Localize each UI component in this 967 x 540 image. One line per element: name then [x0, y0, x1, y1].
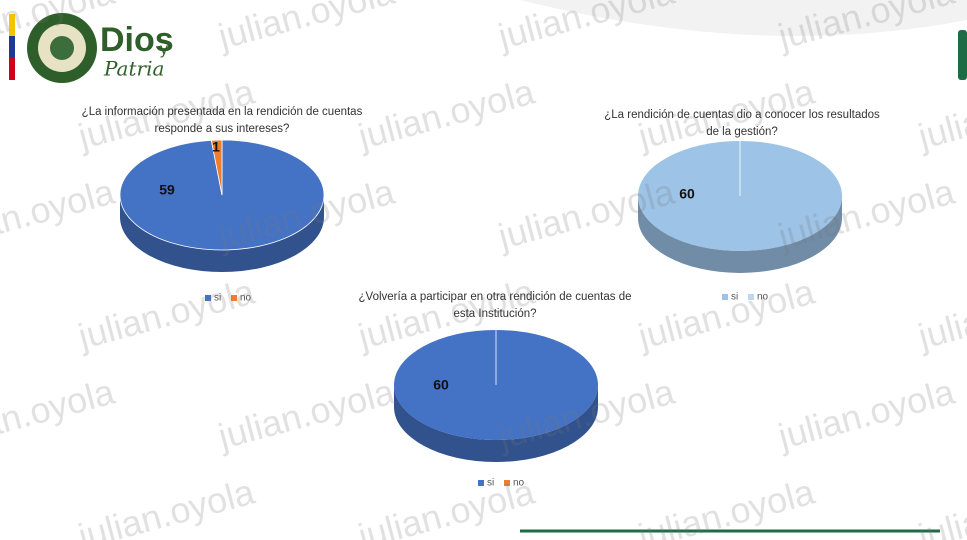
legend-label: no — [513, 478, 525, 489]
motto: Patria — [103, 57, 164, 81]
watermark-text: julian.oyola — [773, 370, 960, 457]
legend-label: no — [757, 292, 769, 303]
legend-swatch — [748, 294, 754, 300]
flag-red — [9, 58, 15, 80]
side-accent — [958, 30, 967, 80]
logo-emblem — [50, 36, 74, 60]
legend-label: si — [731, 292, 738, 303]
watermark-text: julian.oyola — [0, 370, 119, 457]
watermark-text: julian.oyola — [213, 370, 400, 457]
data-label: 60 — [433, 377, 449, 393]
background-swoosh — [520, 0, 967, 36]
pie-side — [120, 195, 324, 272]
pie-side — [638, 196, 842, 273]
watermark-text: julian.oyola — [633, 270, 820, 357]
legend-swatch — [504, 480, 510, 486]
chart-title: ¿Volvería a participar en otra rendición… — [358, 291, 632, 320]
watermark-text: julian.oyola — [353, 70, 540, 157]
brand: Dios — [100, 21, 174, 59]
watermark-text: julian.oyola — [353, 470, 540, 540]
legend-swatch — [478, 480, 484, 486]
data-label: 59 — [159, 182, 175, 198]
watermark-text: julian.oyola — [913, 270, 967, 357]
legend-swatch — [205, 295, 211, 301]
watermark-text: julian.oyola — [213, 0, 400, 57]
watermark-text: julian.oyola — [913, 470, 967, 540]
watermark-text: julian.oyola — [913, 70, 967, 157]
chart-title: ¿La información presentada en la rendici… — [81, 106, 363, 135]
legend-label: no — [240, 293, 252, 304]
flag-yellow — [9, 14, 15, 36]
chart-title: ¿La rendición de cuentas dio a conocer l… — [604, 109, 880, 138]
watermark-text: julian.oyola — [73, 470, 260, 540]
data-label: 1 — [212, 139, 220, 155]
legend-label: si — [214, 293, 221, 304]
legend-swatch — [231, 295, 237, 301]
brand-small: y — [160, 41, 168, 58]
data-label: 60 — [679, 186, 695, 202]
flag-blue — [9, 36, 15, 58]
watermark-text: julian.oyola — [0, 170, 119, 257]
pie-slice — [210, 139, 223, 196]
pie-side — [394, 385, 598, 462]
watermark-text: julian.oyola — [493, 0, 680, 57]
legend-swatch — [722, 294, 728, 300]
legend-label: si — [487, 478, 494, 489]
watermark-text: julian.oyola — [73, 270, 260, 357]
